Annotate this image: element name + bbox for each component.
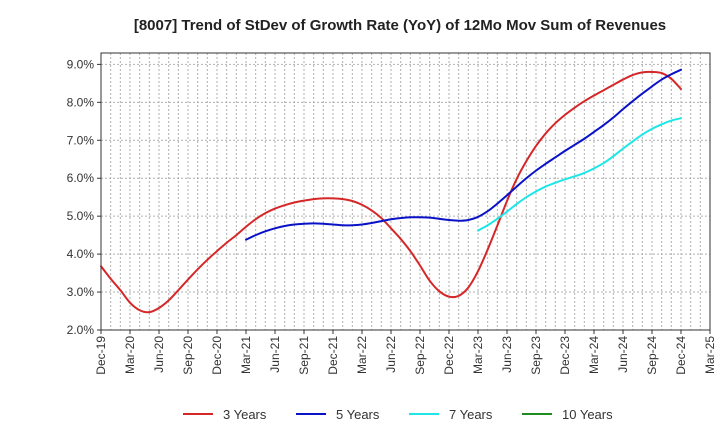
- y-tick-label-5: 7.0%: [67, 133, 95, 147]
- series-line-7-years: [477, 117, 682, 232]
- y-axis-ticks: 2.0% 3.0% 4.0% 5.0% 6.0% 7.0% 8.0% 9.0%: [67, 57, 101, 337]
- x-tick-label-10: Jun-22: [384, 336, 398, 373]
- x-tick-label-0: Dec-19: [94, 336, 108, 375]
- x-tick-label-17: Mar-24: [587, 336, 601, 374]
- y-tick-label-0: 2.0%: [67, 323, 95, 337]
- series-line-5-years: [245, 68, 682, 241]
- legend-label-7-years: 7 Years: [449, 407, 493, 422]
- y-tick-label-3: 5.0%: [67, 209, 95, 223]
- x-tick-label-12: Dec-22: [442, 336, 456, 375]
- x-tick-label-18: Jun-24: [616, 336, 630, 373]
- axes: [100, 52, 711, 331]
- x-tick-label-16: Dec-23: [558, 336, 572, 375]
- x-tick-label-13: Mar-23: [471, 336, 485, 374]
- y-tick-label-6: 8.0%: [67, 95, 95, 109]
- y-tick-label-7: 9.0%: [67, 57, 95, 71]
- x-tick-label-19: Sep-24: [645, 336, 659, 375]
- x-tick-label-15: Sep-23: [529, 336, 543, 375]
- x-tick-label-5: Mar-21: [239, 336, 253, 374]
- series-layer: [100, 68, 682, 314]
- y-tick-label-2: 4.0%: [67, 247, 95, 261]
- x-tick-label-21: Mar-25: [703, 336, 717, 374]
- legend: 3 Years 5 Years 7 Years 10 Years: [183, 407, 613, 422]
- chart-title: [8007] Trend of StDev of Growth Rate (Yo…: [134, 17, 666, 34]
- grid: [100, 53, 711, 331]
- x-tick-label-1: Mar-20: [123, 336, 137, 374]
- plot-background: [101, 53, 710, 330]
- x-tick-label-3: Sep-20: [181, 336, 195, 375]
- x-tick-label-8: Dec-21: [326, 336, 340, 375]
- legend-label-10-years: 10 Years: [562, 407, 613, 422]
- x-tick-label-20: Dec-24: [674, 336, 688, 375]
- x-tick-label-6: Jun-21: [268, 336, 282, 373]
- x-tick-label-4: Dec-20: [210, 336, 224, 375]
- x-axis-ticks: Dec-19 Mar-20 Jun-20 Sep-20 Dec-20 Mar-21 Jun-…: [94, 330, 717, 375]
- plot-frame: [100, 52, 711, 331]
- x-tick-label-11: Sep-22: [413, 336, 427, 375]
- x-tick-label-2: Jun-20: [152, 336, 166, 373]
- x-tick-label-7: Sep-21: [297, 336, 311, 375]
- x-tick-label-14: Jun-23: [500, 336, 514, 373]
- series-line-3-years: [100, 70, 682, 314]
- x-tick-label-9: Mar-22: [355, 336, 369, 374]
- plot-area: [101, 53, 710, 330]
- y-tick-label-4: 6.0%: [67, 171, 95, 185]
- legend-label-5-years: 5 Years: [336, 407, 380, 422]
- legend-label-3-years: 3 Years: [223, 407, 267, 422]
- y-tick-label-1: 3.0%: [67, 285, 95, 299]
